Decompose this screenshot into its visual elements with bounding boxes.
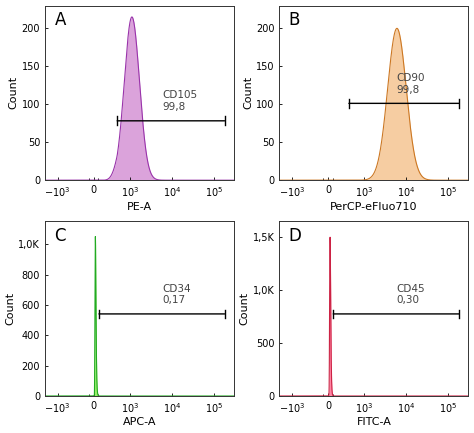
Y-axis label: Count: Count [6,292,16,325]
Y-axis label: Count: Count [9,76,19,110]
Text: C: C [55,226,66,245]
Text: CD105
99,8: CD105 99,8 [162,90,197,112]
X-axis label: APC-A: APC-A [123,417,156,427]
X-axis label: FITC-A: FITC-A [356,417,391,427]
X-axis label: PE-A: PE-A [127,202,152,212]
Text: CD90
99,8: CD90 99,8 [397,73,425,95]
Text: D: D [289,226,301,245]
Text: CD34
0,17: CD34 0,17 [162,284,191,305]
Text: CD45
0,30: CD45 0,30 [397,284,425,305]
Y-axis label: Count: Count [243,76,253,110]
X-axis label: PerCP-eFluo710: PerCP-eFluo710 [330,202,418,212]
Text: B: B [289,11,300,29]
Y-axis label: Count: Count [240,292,250,325]
Text: A: A [55,11,66,29]
